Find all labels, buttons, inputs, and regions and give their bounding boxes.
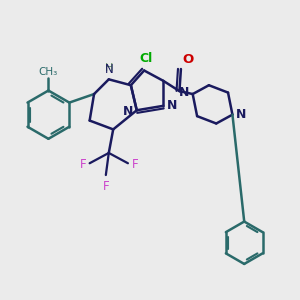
Text: O: O <box>182 53 194 66</box>
Text: CH₃: CH₃ <box>39 67 58 77</box>
Text: H: H <box>105 63 113 73</box>
Text: N: N <box>179 86 189 99</box>
Text: N: N <box>104 63 113 76</box>
Text: Cl: Cl <box>139 52 152 65</box>
Text: F: F <box>80 158 86 171</box>
Text: F: F <box>103 180 109 193</box>
Text: N: N <box>236 108 246 121</box>
Text: N: N <box>123 105 133 118</box>
Text: F: F <box>131 158 138 171</box>
Text: N: N <box>167 99 177 112</box>
